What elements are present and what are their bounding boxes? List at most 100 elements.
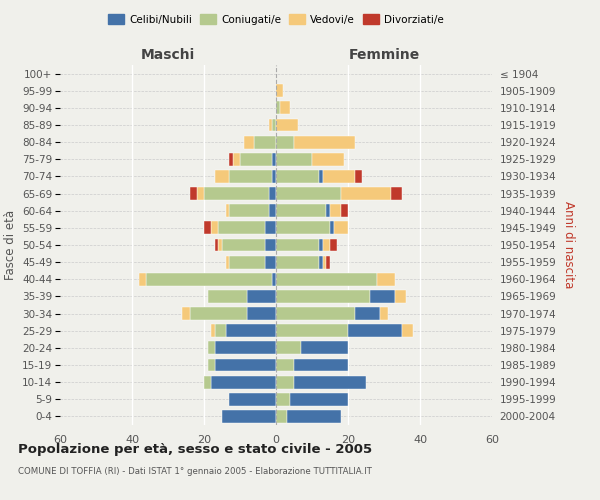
Bar (348, 324, 402, 337)
Bar (269, 118, 272, 132)
Bar (276, 222, 330, 234)
Bar (233, 153, 240, 166)
Bar (377, 273, 395, 285)
Bar (139, 273, 146, 285)
Bar (301, 342, 348, 354)
Bar (326, 204, 330, 217)
Bar (276, 307, 355, 320)
Text: Popolazione per età, sesso e stato civile - 2005: Popolazione per età, sesso e stato civil… (18, 442, 372, 456)
Bar (323, 238, 330, 252)
Text: Maschi: Maschi (141, 48, 195, 62)
Bar (276, 118, 298, 132)
Bar (276, 136, 294, 148)
Bar (276, 102, 280, 114)
Bar (276, 410, 287, 423)
Bar (276, 376, 294, 388)
Bar (391, 187, 402, 200)
Bar (222, 238, 265, 252)
Bar (276, 256, 319, 268)
Bar (276, 153, 312, 166)
Text: COMUNE DI TOFFIA (RI) - Dati ISTAT 1° gennaio 2005 - Elaborazione TUTTITALIA.IT: COMUNE DI TOFFIA (RI) - Dati ISTAT 1° ge… (18, 468, 372, 476)
Bar (190, 307, 247, 320)
Bar (146, 273, 272, 285)
Bar (226, 256, 229, 268)
Bar (229, 393, 276, 406)
Bar (215, 342, 276, 354)
Bar (218, 222, 265, 234)
Bar (355, 170, 362, 183)
Bar (294, 136, 355, 148)
Bar (211, 324, 215, 337)
Bar (265, 238, 276, 252)
Bar (330, 238, 337, 252)
Bar (269, 187, 276, 200)
Bar (312, 153, 344, 166)
Bar (240, 153, 272, 166)
Bar (229, 204, 269, 217)
Bar (254, 136, 276, 148)
Bar (215, 170, 229, 183)
Bar (272, 153, 276, 166)
Bar (276, 84, 283, 97)
Bar (290, 393, 348, 406)
Bar (272, 273, 276, 285)
Bar (276, 273, 377, 285)
Bar (276, 342, 301, 354)
Bar (204, 187, 269, 200)
Bar (276, 238, 319, 252)
Bar (226, 324, 276, 337)
Bar (269, 204, 276, 217)
Text: Femmine: Femmine (349, 48, 419, 62)
Bar (182, 307, 190, 320)
Bar (272, 170, 276, 183)
Bar (215, 324, 226, 337)
Bar (341, 187, 391, 200)
Bar (272, 118, 276, 132)
Bar (294, 376, 366, 388)
Bar (280, 102, 290, 114)
Bar (276, 393, 290, 406)
Y-axis label: Fasce di età: Fasce di età (4, 210, 17, 280)
Bar (276, 290, 370, 303)
Bar (229, 256, 265, 268)
Bar (215, 358, 276, 372)
Bar (215, 238, 218, 252)
Bar (341, 204, 348, 217)
Bar (319, 238, 323, 252)
Bar (276, 358, 294, 372)
Bar (323, 170, 355, 183)
Bar (319, 256, 323, 268)
Bar (395, 290, 406, 303)
Bar (355, 307, 380, 320)
Bar (208, 342, 215, 354)
Bar (197, 187, 204, 200)
Bar (190, 187, 197, 200)
Bar (380, 307, 388, 320)
Bar (229, 153, 233, 166)
Bar (287, 410, 341, 423)
Bar (247, 307, 276, 320)
Bar (204, 222, 211, 234)
Bar (222, 410, 276, 423)
Bar (276, 170, 319, 183)
Bar (211, 222, 218, 234)
Bar (247, 290, 276, 303)
Bar (276, 187, 341, 200)
Bar (229, 170, 272, 183)
Bar (208, 358, 215, 372)
Bar (276, 324, 348, 337)
Bar (402, 324, 413, 337)
Legend: Celibi/Nubili, Coniugati/e, Vedovi/e, Divorziati/e: Celibi/Nubili, Coniugati/e, Vedovi/e, Di… (104, 10, 448, 29)
Bar (294, 358, 348, 372)
Bar (319, 170, 323, 183)
Bar (226, 204, 229, 217)
Bar (330, 222, 334, 234)
Bar (334, 222, 348, 234)
Bar (265, 256, 276, 268)
Bar (244, 136, 254, 148)
Bar (330, 204, 341, 217)
Bar (326, 256, 330, 268)
Y-axis label: Anni di nascita: Anni di nascita (562, 202, 575, 288)
Bar (323, 256, 326, 268)
Bar (265, 222, 276, 234)
